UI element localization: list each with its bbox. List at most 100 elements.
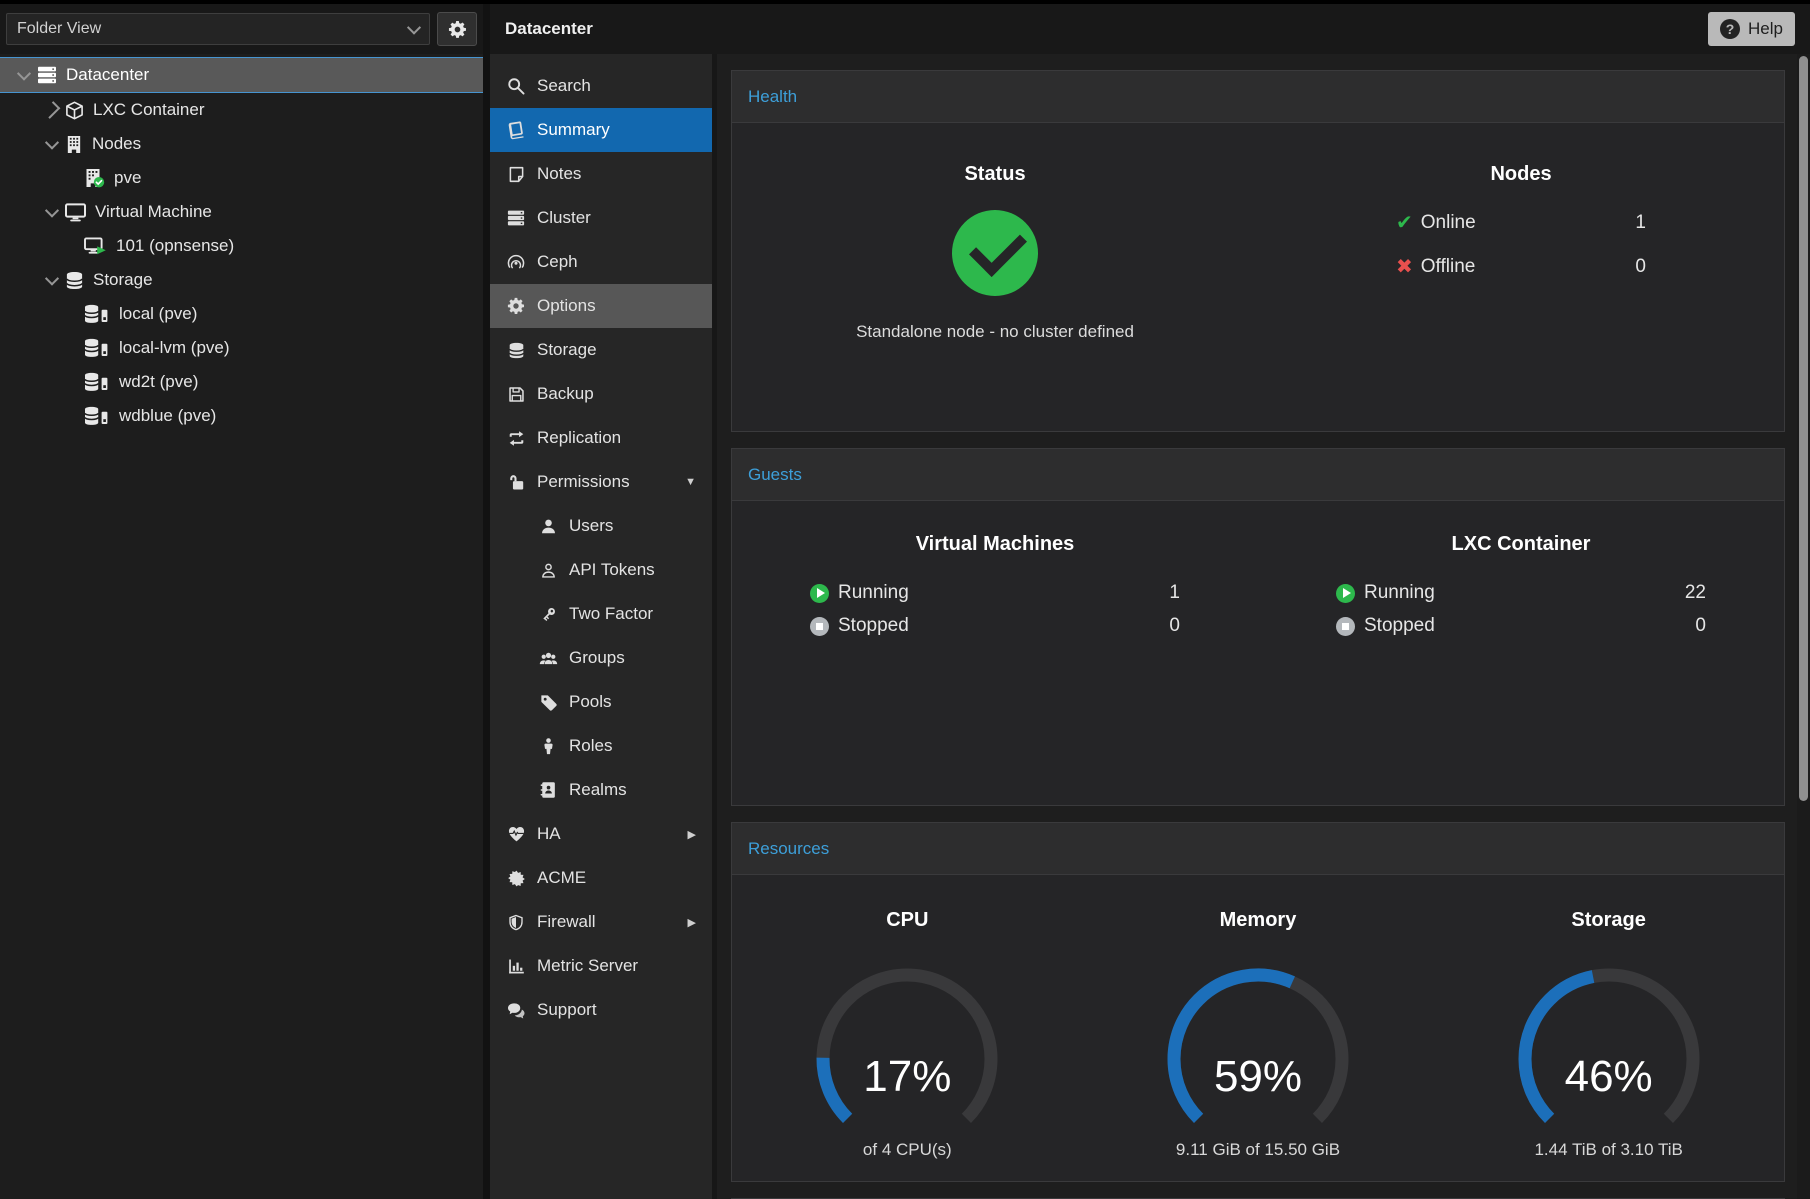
menu-item-roles[interactable]: Roles <box>490 724 712 768</box>
menu-item-label: Metric Server <box>537 956 639 975</box>
tree-item-storage-local[interactable]: local (pve) <box>0 297 483 331</box>
acme-icon <box>504 870 528 887</box>
users-icon <box>536 650 560 667</box>
page-title: Datacenter <box>505 19 593 38</box>
menu-item-label: Storage <box>537 340 597 359</box>
tree-item-label: local (pve) <box>119 304 198 323</box>
menu-item-ha[interactable]: HA ▶ <box>490 812 712 856</box>
chevron-down-icon[interactable] <box>44 135 59 150</box>
vm-running-row: Running 1 <box>810 582 1180 604</box>
lxc-container-column: LXC Container Running 22 <box>1258 533 1784 637</box>
menu-item-search[interactable]: Search <box>490 64 712 108</box>
floppy-icon <box>504 386 528 403</box>
guest-row-label: Running <box>838 582 909 603</box>
memory-percent: 59% <box>1213 1052 1303 1101</box>
chevron-down-icon[interactable] <box>44 271 59 286</box>
menu-item-label: Pools <box>569 692 612 711</box>
top-edge <box>0 0 1810 4</box>
menu-item-label: Options <box>537 296 596 315</box>
menu-item-label: Replication <box>537 428 622 447</box>
menu-item-metric-server[interactable]: Metric Server <box>490 944 712 988</box>
expand-arrow-icon[interactable]: ▶ <box>687 916 696 929</box>
datacenter-menu: Search Summary Notes Cluster <box>490 54 717 1199</box>
menu-item-label: Users <box>569 516 614 535</box>
collapse-arrow-icon[interactable]: ▼ <box>685 476 696 488</box>
tree-item-pve[interactable]: pve <box>0 161 483 195</box>
menu-item-groups[interactable]: Groups <box>490 636 712 680</box>
replication-icon <box>504 430 528 447</box>
tree-item-nodes[interactable]: Nodes <box>0 127 483 161</box>
lxc-stopped-row: Stopped 0 <box>1336 615 1706 637</box>
stopped-icon <box>1336 616 1355 636</box>
tree-item-storage-wd2t[interactable]: wd2t (pve) <box>0 365 483 399</box>
menu-item-pools[interactable]: Pools <box>490 680 712 724</box>
tag-icon <box>536 694 560 711</box>
menu-item-options[interactable]: Options <box>490 284 712 328</box>
panel-title: Guests <box>748 464 802 484</box>
tree-item-storage[interactable]: Storage <box>0 263 483 297</box>
tree-item-virtual-machine[interactable]: Virtual Machine <box>0 195 483 229</box>
node-online-icon <box>84 168 105 188</box>
menu-item-realms[interactable]: Realms <box>490 768 712 812</box>
menu-item-label: Backup <box>537 384 594 403</box>
menu-item-cluster[interactable]: Cluster <box>490 196 712 240</box>
menu-item-backup[interactable]: Backup <box>490 372 712 416</box>
database-icon <box>504 342 528 359</box>
menu-item-two-factor[interactable]: Two Factor <box>490 592 712 636</box>
chevron-down-icon[interactable] <box>44 203 59 218</box>
menu-item-acme[interactable]: ACME <box>490 856 712 900</box>
user-icon <box>536 518 560 535</box>
help-button[interactable]: ? Help <box>1708 12 1795 46</box>
menu-item-summary[interactable]: Summary <box>490 108 712 152</box>
storage-percent: 46% <box>1564 1052 1653 1101</box>
tree-settings-button[interactable] <box>437 12 477 46</box>
health-panel: Health Status Standalone node - no clust… <box>731 70 1785 432</box>
resources-panel: Resources CPU 17% <box>731 822 1785 1182</box>
menu-item-label: Roles <box>569 736 613 755</box>
comments-icon <box>504 1002 528 1019</box>
chevron-down-icon <box>406 20 422 35</box>
tree-item-storage-wdblue[interactable]: wdblue (pve) <box>0 399 483 433</box>
tree-item-vm-101[interactable]: 101 (opnsense) <box>0 229 483 263</box>
storage-drive-icon <box>84 338 110 358</box>
menu-item-storage[interactable]: Storage <box>490 328 712 372</box>
cpu-gauge: 17% <box>807 964 1007 1134</box>
chevron-right-icon[interactable] <box>42 101 61 119</box>
building-icon <box>65 135 83 154</box>
storage-header: Storage <box>1571 909 1646 931</box>
menu-item-replication[interactable]: Replication <box>490 416 712 460</box>
chevron-down-icon[interactable] <box>16 66 31 81</box>
health-panel-header: Health <box>732 71 1784 123</box>
view-selector[interactable]: Folder View <box>6 13 430 45</box>
storage-gauge: 46% <box>1509 964 1709 1134</box>
running-icon <box>810 583 829 603</box>
menu-item-firewall[interactable]: Firewall ▶ <box>490 900 712 944</box>
scrollbar-thumb[interactable] <box>1799 56 1808 801</box>
tree-toolbar: Folder View <box>0 4 483 54</box>
gear-icon <box>448 20 467 39</box>
menu-item-label: Realms <box>569 780 627 799</box>
panel-title: Health <box>748 86 798 106</box>
tree-item-storage-local-lvm[interactable]: local-lvm (pve) <box>0 331 483 365</box>
tree-item-label: 101 (opnsense) <box>116 236 235 255</box>
tree-item-lxc-container[interactable]: LXC Container <box>0 93 483 127</box>
menu-item-ceph[interactable]: Ceph <box>490 240 712 284</box>
cpu-gauge-column: CPU 17% of 4 CPU(s) <box>732 909 1083 1160</box>
resource-tree: Datacenter LXC Container Nodes <box>0 54 483 1199</box>
panel-title: Resources <box>748 838 830 858</box>
tree-item-label: Storage <box>93 270 153 289</box>
shield-icon <box>504 914 528 931</box>
menu-item-permissions[interactable]: Permissions ▼ <box>490 460 712 504</box>
expand-arrow-icon[interactable]: ▶ <box>687 828 696 841</box>
help-button-label: Help <box>1748 19 1783 38</box>
guest-row-value: 0 <box>1169 615 1180 636</box>
menu-item-users[interactable]: Users <box>490 504 712 548</box>
menu-item-notes[interactable]: Notes <box>490 152 712 196</box>
status-message: Standalone node - no cluster defined <box>856 322 1134 341</box>
menu-item-api-tokens[interactable]: API Tokens <box>490 548 712 592</box>
cluster-status-column: Status Standalone node - no cluster defi… <box>732 163 1258 342</box>
menu-item-support[interactable]: Support <box>490 988 712 1032</box>
content-scrollbar[interactable] <box>1797 54 1810 1199</box>
tree-item-datacenter[interactable]: Datacenter <box>0 57 483 93</box>
resource-tree-panel: Folder View Datacenter <box>0 4 490 1199</box>
